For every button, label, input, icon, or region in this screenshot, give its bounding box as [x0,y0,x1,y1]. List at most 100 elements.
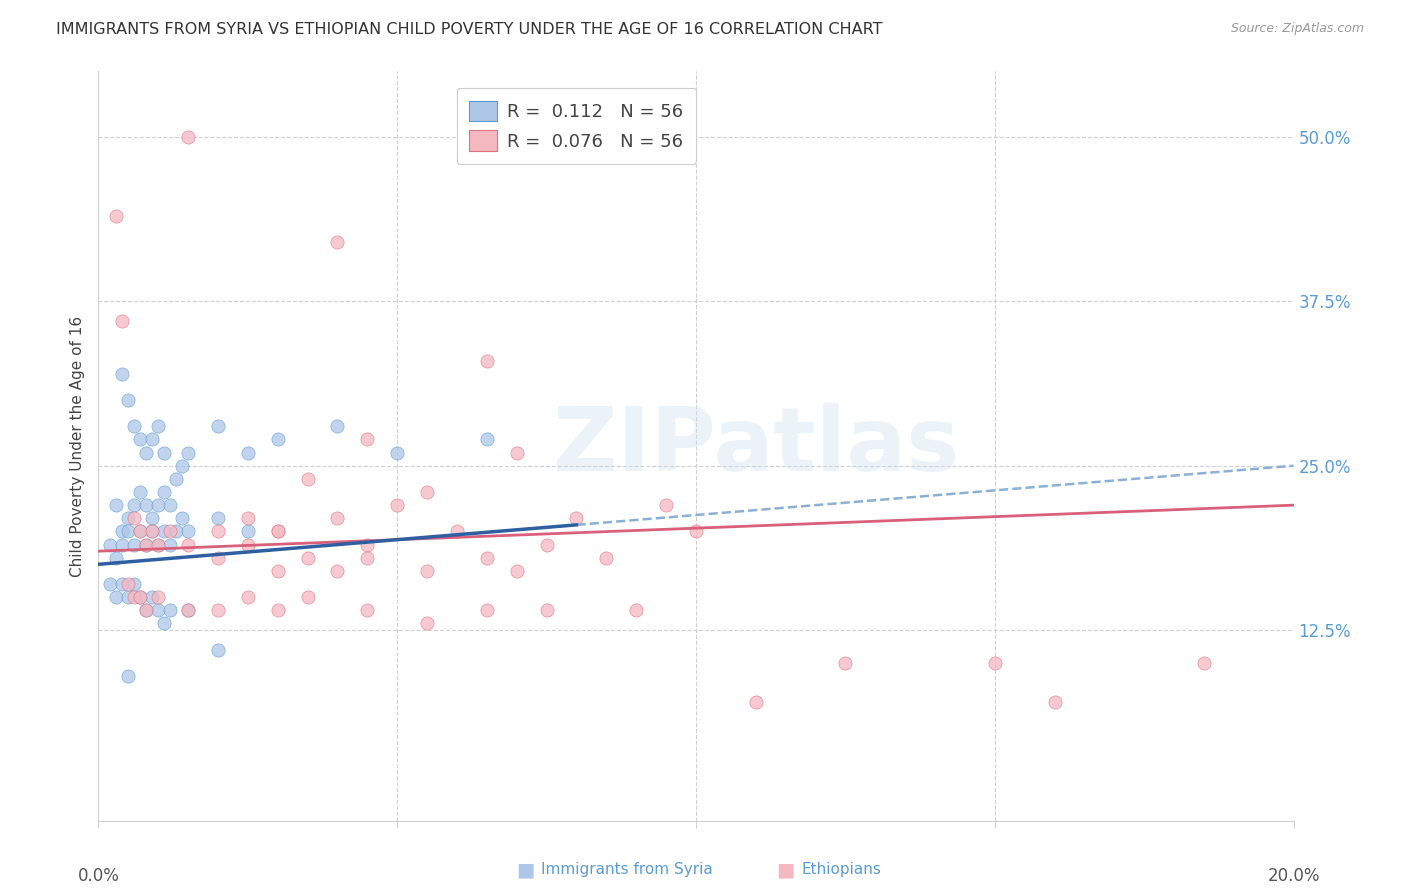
Point [536,603,558,617]
Point [111,538,134,552]
Point [267,603,290,617]
Point [124,577,146,591]
Point [105,209,128,223]
Point [135,603,157,617]
Point [506,445,529,459]
Point [153,485,176,500]
Point [165,472,187,486]
Point [207,524,229,539]
Point [148,590,170,604]
Text: 0.0%: 0.0% [77,867,120,885]
Point [207,511,229,525]
Point [416,564,439,578]
Point [356,433,378,447]
Point [207,603,229,617]
Point [117,524,139,539]
Point [1043,695,1066,709]
Point [172,511,194,525]
Point [177,603,200,617]
Point [129,524,152,539]
Point [141,433,163,447]
Point [326,511,349,525]
Point [236,538,259,552]
Point [124,538,146,552]
Point [148,498,170,512]
Point [105,550,128,565]
Point [159,498,181,512]
Point [129,485,152,500]
Point [297,590,319,604]
Point [177,445,200,459]
Point [267,564,290,578]
Point [159,524,181,539]
Point [177,538,200,552]
Point [98,577,122,591]
Point [745,695,768,709]
Point [105,498,128,512]
Point [326,564,349,578]
Point [172,458,194,473]
Point [177,603,200,617]
Point [141,524,163,539]
Point [165,524,187,539]
Point [267,524,290,539]
Point [148,603,170,617]
Text: IMMIGRANTS FROM SYRIA VS ETHIOPIAN CHILD POVERTY UNDER THE AGE OF 16 CORRELATION: IMMIGRANTS FROM SYRIA VS ETHIOPIAN CHILD… [56,22,883,37]
Point [236,445,259,459]
Point [98,538,122,552]
Point [984,656,1007,670]
Point [267,524,290,539]
Point [159,603,181,617]
Point [129,590,152,604]
Point [297,472,319,486]
Point [267,433,290,447]
Point [416,616,439,631]
Point [177,524,200,539]
Point [416,485,439,500]
Point [111,577,134,591]
Point [207,419,229,434]
Point [111,367,134,381]
Point [124,511,146,525]
Point [153,524,176,539]
Point [129,433,152,447]
Point [236,590,259,604]
Point [117,392,139,407]
Point [105,590,128,604]
Text: Ethiopians: Ethiopians [801,863,882,877]
Point [153,445,176,459]
Point [124,419,146,434]
Point [207,642,229,657]
Point [111,314,134,328]
Point [685,524,707,539]
Point [141,590,163,604]
Point [326,419,349,434]
Point [655,498,678,512]
Point [124,590,146,604]
Point [506,564,529,578]
Y-axis label: Child Poverty Under the Age of 16: Child Poverty Under the Age of 16 [69,316,84,576]
Point [356,603,378,617]
Point [135,538,157,552]
Text: Source: ZipAtlas.com: Source: ZipAtlas.com [1230,22,1364,36]
Point [135,603,157,617]
Point [356,550,378,565]
Point [117,590,139,604]
Point [117,577,139,591]
Text: ■: ■ [776,860,794,880]
Point [129,590,152,604]
Point [326,235,349,250]
Point [356,538,378,552]
Point [475,550,498,565]
Point [148,419,170,434]
Text: 20.0%: 20.0% [1267,867,1320,885]
Point [475,603,498,617]
Point [117,669,139,683]
Point [135,498,157,512]
Point [565,511,588,525]
Point [536,538,558,552]
Point [236,511,259,525]
Point [117,511,139,525]
Point [207,550,229,565]
Point [385,445,409,459]
